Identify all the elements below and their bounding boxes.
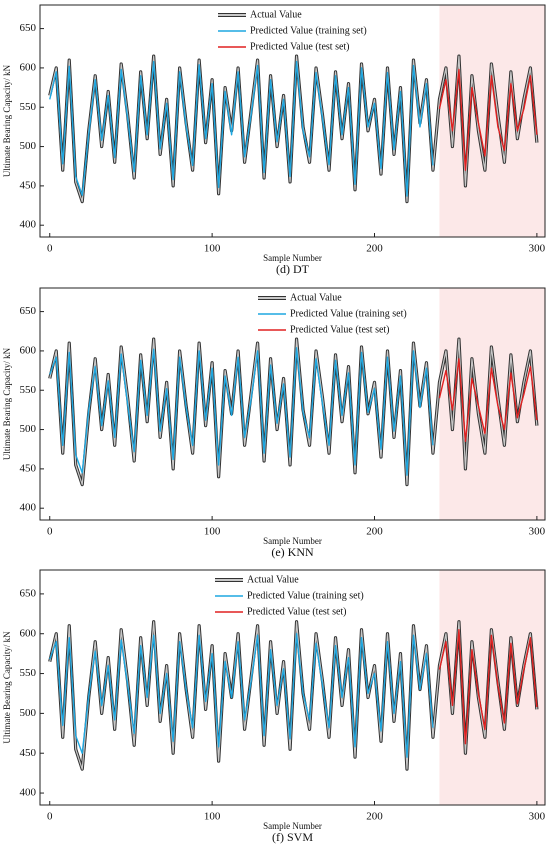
legend-label: Actual Value xyxy=(250,9,302,20)
legend-label: Predicted Value (test set) xyxy=(247,606,347,617)
panel: Actual Value Predicted Value (training se… xyxy=(2,4,546,276)
predicted-line xyxy=(49,347,434,476)
x-tick-label: 200 xyxy=(366,811,383,823)
y-tick-label: 650 xyxy=(20,22,37,34)
legend-label: Predicted Value (test set) xyxy=(290,324,390,335)
y-tick-label: 400 xyxy=(20,502,37,514)
plot-frame xyxy=(39,569,546,806)
test-region xyxy=(439,570,545,805)
y-tick-label: 400 xyxy=(20,787,37,799)
y-tick-label: 450 xyxy=(20,179,37,191)
predicted-line xyxy=(438,68,538,171)
legend-label: Actual Value xyxy=(290,292,342,303)
y-tick-label: 550 xyxy=(20,384,37,396)
y-tick-label: 550 xyxy=(20,667,37,679)
x-tick-label: 300 xyxy=(529,811,546,823)
panel: Actual Value Predicted Value (training se… xyxy=(2,569,546,844)
x-tick-label: 0 xyxy=(47,243,53,255)
caption: (d) DT xyxy=(276,262,310,276)
x-tick-label: 300 xyxy=(529,243,546,255)
y-tick-label: 650 xyxy=(20,587,37,599)
y-tick-label: 600 xyxy=(20,627,37,639)
x-axis-label: Sample Number xyxy=(263,821,322,831)
x-axis-label: Sample Number xyxy=(263,536,322,546)
y-tick-label: 450 xyxy=(20,747,37,759)
predicted-line xyxy=(438,358,538,443)
predicted-line xyxy=(49,60,434,197)
legend-label: Actual Value xyxy=(247,574,299,585)
x-tick-label: 200 xyxy=(366,526,383,538)
y-tick-label: 500 xyxy=(20,707,37,719)
test-region xyxy=(439,288,545,520)
y-tick-label: 400 xyxy=(20,219,37,231)
y-tick-label: 450 xyxy=(20,462,37,474)
x-tick-label: 0 xyxy=(47,811,53,823)
x-tick-label: 100 xyxy=(204,811,221,823)
x-tick-label: 100 xyxy=(204,526,221,538)
y-axis-label: Ultimate Bearing Capacity/ kN xyxy=(2,347,12,460)
x-tick-label: 0 xyxy=(47,526,53,538)
legend-label: Predicted Value (training set) xyxy=(290,308,407,319)
plot-frame xyxy=(39,287,546,521)
y-tick-label: 500 xyxy=(20,423,37,435)
legend-label: Predicted Value (training set) xyxy=(247,590,364,601)
y-axis-label: Ultimate Bearing Capacity/ kN xyxy=(2,631,12,744)
legend-label: Predicted Value (test set) xyxy=(250,41,350,52)
x-tick-label: 300 xyxy=(529,526,546,538)
y-tick-label: 500 xyxy=(20,140,37,152)
x-tick-label: 100 xyxy=(204,243,221,255)
plot-frame xyxy=(39,4,546,238)
y-tick-label: 550 xyxy=(20,101,37,113)
legend-label: Predicted Value (training set) xyxy=(250,25,367,36)
predicted-line xyxy=(438,629,538,745)
x-axis-label: Sample Number xyxy=(263,253,322,263)
y-axis-label: Ultimate Bearing Capacity/ kN xyxy=(2,64,12,177)
x-tick-label: 200 xyxy=(366,243,383,255)
test-region xyxy=(439,5,545,237)
caption: (f) SVM xyxy=(272,830,313,844)
predicted-line xyxy=(49,633,434,758)
y-tick-label: 650 xyxy=(20,305,37,317)
panel: Actual Value Predicted Value (training se… xyxy=(2,287,546,559)
y-tick-label: 600 xyxy=(20,61,37,73)
caption: (e) KNN xyxy=(271,545,314,559)
y-tick-label: 600 xyxy=(20,344,37,356)
